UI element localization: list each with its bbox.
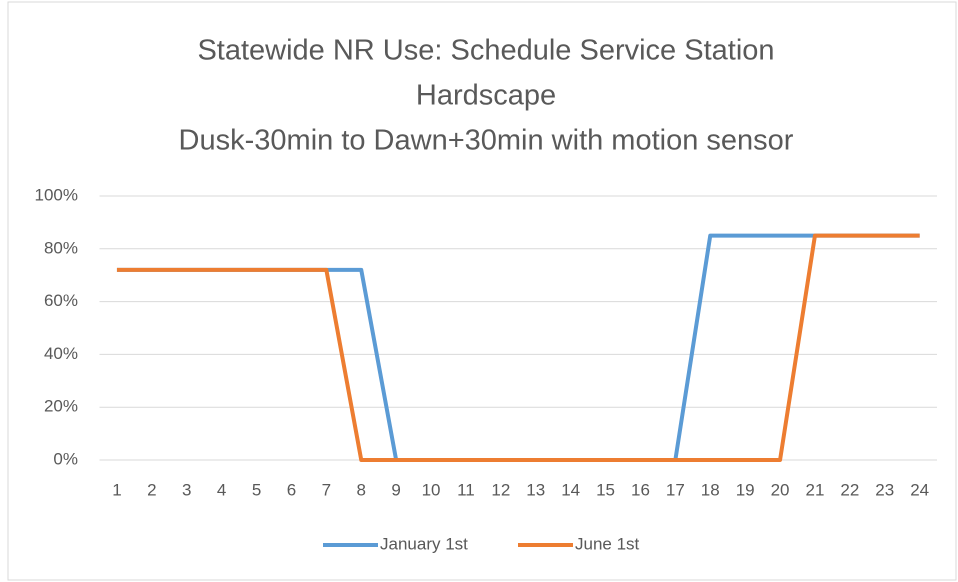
x-tick-label: 22 [840, 480, 859, 499]
x-tick-label: 21 [805, 480, 824, 499]
x-tick-label: 3 [182, 480, 191, 499]
x-tick-label: 15 [596, 480, 615, 499]
x-tick-label: 1 [112, 480, 121, 499]
y-tick-label: 0% [53, 449, 78, 468]
chart-title: Hardscape [416, 80, 556, 112]
x-tick-label: 5 [252, 480, 261, 499]
x-tick-label: 12 [491, 480, 510, 499]
x-tick-label: 8 [357, 480, 366, 499]
x-tick-label: 4 [217, 480, 226, 499]
x-tick-label: 18 [701, 480, 720, 499]
x-tick-label: 23 [875, 480, 894, 499]
y-tick-label: 20% [44, 397, 78, 416]
data-line [116, 233, 920, 462]
x-tick-label: 19 [736, 480, 755, 499]
x-tick-label: 11 [457, 480, 475, 499]
x-tick-label: 14 [561, 480, 580, 499]
x-tick-label: 17 [666, 480, 685, 499]
x-tick-label: 24 [910, 480, 929, 499]
x-tick-label: 13 [526, 480, 545, 499]
x-tick-label: 2 [147, 480, 156, 499]
y-tick-label: 60% [44, 291, 78, 310]
x-tick-label: 7 [322, 480, 331, 499]
x-tick-label: 10 [422, 480, 441, 499]
x-tick-label: 9 [391, 480, 400, 499]
legend-label: June 1st [575, 534, 640, 553]
y-tick-label: 80% [44, 238, 78, 257]
chart-title: Statewide NR Use: Schedule Service Stati… [197, 35, 774, 67]
chart-title: Dusk-30min to Dawn+30min with motion sen… [179, 125, 794, 157]
y-tick-label: 40% [44, 344, 78, 363]
x-tick-label: 6 [287, 480, 296, 499]
legend-label: January 1st [380, 534, 468, 553]
x-tick-label: 16 [631, 480, 650, 499]
y-tick-label: 100% [35, 185, 78, 204]
x-tick-label: 20 [771, 480, 790, 499]
chart-border [7, 1, 957, 581]
